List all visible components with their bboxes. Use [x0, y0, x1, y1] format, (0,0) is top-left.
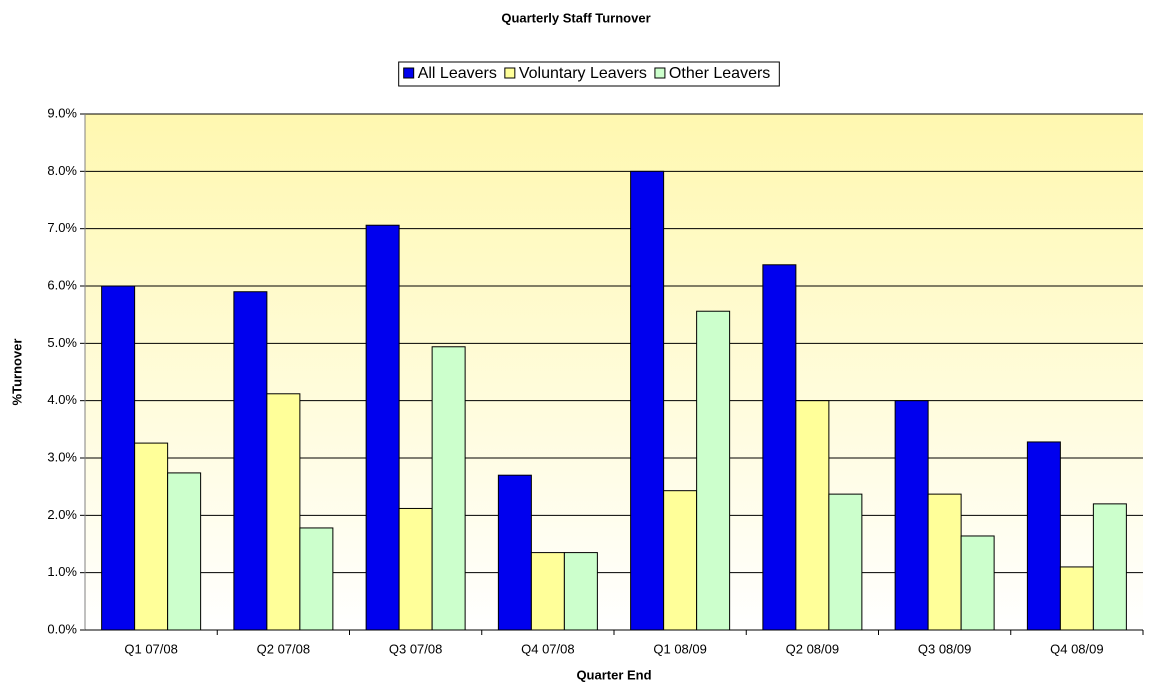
y-axis-label: %Turnover [9, 339, 24, 406]
y-tick-label: 5.0% [47, 335, 77, 350]
bar [365, 224, 400, 631]
legend-label: All Leavers [418, 65, 497, 82]
bar [696, 310, 731, 631]
x-tick-label: Q2 08/09 [786, 641, 840, 656]
bar [563, 552, 598, 631]
x-tick-label: Q4 08/09 [1050, 641, 1104, 656]
bar [233, 291, 268, 631]
bar [530, 552, 565, 631]
y-tick-label: 1.0% [47, 564, 77, 579]
bar [266, 393, 301, 631]
legend-swatch [654, 67, 666, 79]
bar [927, 493, 962, 631]
y-tick-label: 4.0% [47, 392, 77, 407]
x-tick-label: Q2 07/08 [257, 641, 311, 656]
y-tick-label: 7.0% [47, 220, 77, 235]
bar [663, 490, 698, 631]
bar [398, 507, 433, 631]
chart-title: Quarterly Staff Turnover [501, 10, 650, 25]
bar [1059, 566, 1094, 631]
x-tick-label: Q3 07/08 [389, 641, 443, 656]
legend-box [398, 61, 780, 87]
y-tick-label: 3.0% [47, 449, 77, 464]
x-tick-label: Q1 08/09 [653, 641, 707, 656]
y-tick-label: 6.0% [47, 277, 77, 292]
x-tick-label: Q1 07/08 [124, 641, 178, 656]
legend-swatch [403, 67, 415, 79]
legend-label: Other Leavers [669, 65, 770, 82]
x-tick-label: Q3 08/09 [918, 641, 972, 656]
bar [762, 264, 797, 631]
y-tick-label: 9.0% [47, 105, 77, 120]
x-tick-label: Q4 07/08 [521, 641, 575, 656]
bar [630, 170, 665, 631]
bar [497, 474, 532, 631]
legend-label: Voluntary Leavers [519, 65, 647, 82]
y-tick-label: 8.0% [47, 163, 77, 178]
bar [167, 472, 202, 631]
bar [894, 400, 929, 631]
y-tick-label: 2.0% [47, 507, 77, 522]
x-axis-label: Quarter End [576, 667, 651, 682]
bar [1026, 441, 1061, 631]
bar [795, 400, 830, 631]
bar [828, 493, 863, 631]
bar [431, 346, 466, 631]
bar [1092, 503, 1127, 631]
bar [134, 442, 169, 631]
y-tick-label: 0.0% [47, 621, 77, 636]
bar [101, 285, 136, 631]
bar [299, 527, 334, 631]
legend-swatch [504, 67, 516, 79]
bar [960, 535, 995, 631]
